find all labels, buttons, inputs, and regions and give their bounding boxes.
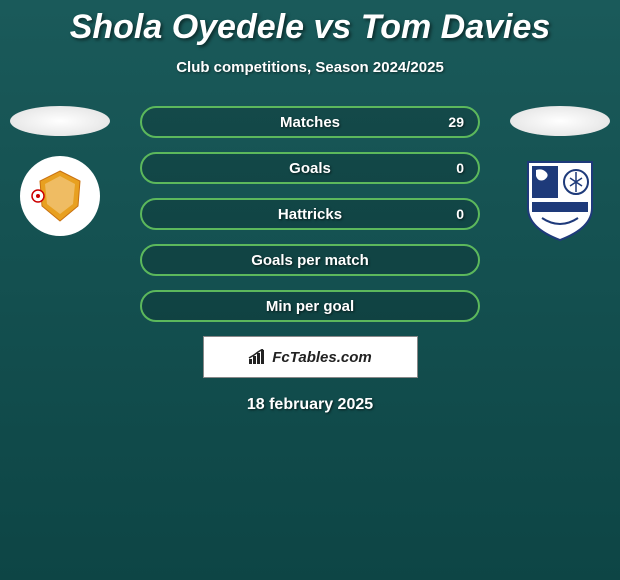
stat-label: Goals: [289, 160, 331, 177]
stat-label: Hattricks: [278, 206, 342, 223]
subtitle: Club competitions, Season 2024/2025: [0, 59, 620, 76]
right-team-badge: [520, 156, 600, 246]
watermark: FcTables.com: [248, 349, 371, 366]
content-area: Matches 29 Goals 0 Hattricks 0 Goals per…: [0, 106, 620, 414]
left-team-badge: [20, 156, 100, 236]
stat-row-goals: Goals 0: [140, 152, 480, 184]
mk-dons-crest-icon: [30, 166, 90, 226]
chart-icon: [248, 349, 268, 365]
stat-label: Min per goal: [266, 298, 354, 315]
date-text: 18 february 2025: [0, 396, 620, 414]
stat-row-matches: Matches 29: [140, 106, 480, 138]
stat-row-min-per-goal: Min per goal: [140, 290, 480, 322]
stat-label: Matches: [280, 114, 340, 131]
stat-right-value: 0: [456, 206, 464, 222]
stat-right-value: 0: [456, 160, 464, 176]
stat-right-value: 29: [448, 114, 464, 130]
tranmere-crest-icon: [522, 158, 598, 244]
page-title: Shola Oyedele vs Tom Davies: [0, 0, 620, 47]
watermark-box: FcTables.com: [203, 336, 418, 378]
stat-label: Goals per match: [251, 252, 369, 269]
right-player-ellipse: [510, 106, 610, 136]
stat-row-hattricks: Hattricks 0: [140, 198, 480, 230]
stat-rows: Matches 29 Goals 0 Hattricks 0 Goals per…: [140, 106, 480, 322]
left-player-ellipse: [10, 106, 110, 136]
stat-row-goals-per-match: Goals per match: [140, 244, 480, 276]
watermark-label: FcTables.com: [272, 349, 371, 366]
